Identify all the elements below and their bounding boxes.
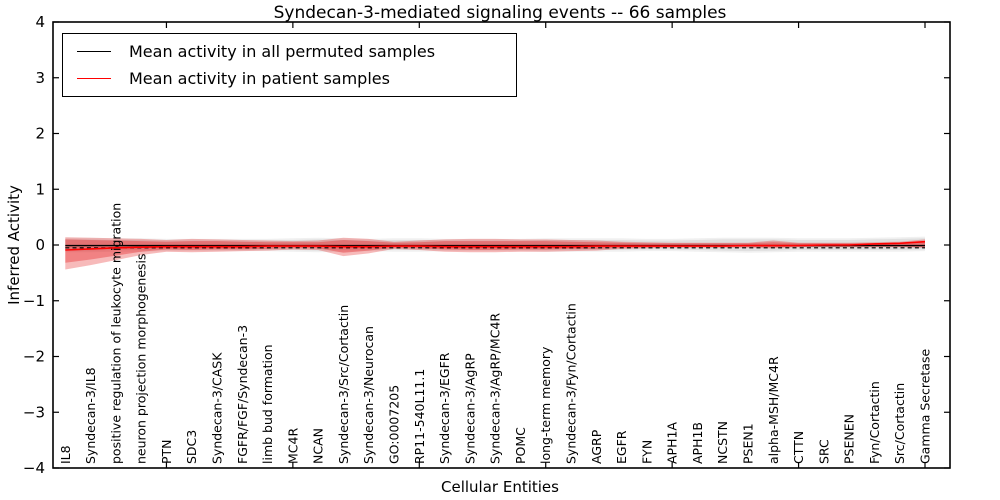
x-category-label: Syndecan-3/Neurocan (361, 326, 376, 464)
x-category-label: Gamma Secretase (918, 349, 933, 464)
x-category-label: APH1A (665, 422, 680, 464)
x-category-label: positive regulation of leukocyte migrati… (108, 203, 123, 464)
x-category-label: PSEN1 (741, 423, 756, 464)
legend-label-permuted: Mean activity in all permuted samples (129, 42, 436, 61)
permuted-line-swatch (77, 51, 111, 52)
legend-item-patient: Mean activity in patient samples (63, 69, 516, 88)
y-tick-label: 0 (35, 236, 45, 254)
x-category-label: Syndecan-3/AgRP/MC4R (488, 313, 503, 464)
x-category-label: APH1B (690, 422, 705, 464)
x-category-label: CTTN (791, 431, 806, 464)
chart-title: Syndecan-3-mediated signaling events -- … (273, 3, 727, 23)
legend-item-permuted: Mean activity in all permuted samples (63, 42, 516, 61)
x-category-label: SDC3 (184, 430, 199, 464)
x-category-label: POMC (513, 427, 528, 464)
x-category-label: limb bud formation (260, 344, 275, 464)
x-category-label: FGFR/FGF/Syndecan-3 (235, 325, 250, 464)
x-category-label: Syndecan-3/Src/Cortactin (336, 305, 351, 464)
legend-box: Mean activity in all permuted samples Me… (62, 33, 517, 97)
x-category-label: neuron projection morphogenesis (134, 253, 149, 464)
x-category-label: long-term memory (538, 346, 553, 464)
y-tick-label: −4 (23, 459, 45, 477)
x-category-label: PTN (159, 439, 174, 464)
y-tick-label: −2 (23, 348, 45, 366)
x-category-label: Src/Cortactin (892, 383, 907, 464)
patient-line-swatch (77, 78, 111, 79)
x-category-label: FYN (639, 440, 654, 464)
plot-border (52, 21, 951, 469)
x-category-label: alpha-MSH/MC4R (766, 356, 781, 464)
x-category-label: Syndecan-3/AgRP (462, 353, 477, 464)
x-category-label: RP11-540L11.1 (412, 369, 427, 464)
x-category-label: PSENEN (842, 414, 857, 464)
x-category-label: Syndecan-3/EGFR (437, 352, 452, 464)
x-category-label: SRC (816, 439, 831, 464)
x-category-label: Syndecan-3/IL8 (83, 367, 98, 464)
x-category-label: Fyn/Cortactin (867, 381, 882, 464)
y-tick-label: −3 (23, 403, 45, 421)
x-category-label: Syndecan-3/Fyn/Cortactin (564, 303, 579, 464)
y-axis-label: Inferred Activity (5, 185, 23, 305)
x-category-label: Syndecan-3/CASK (210, 352, 225, 464)
x-category-label: NCSTN (715, 421, 730, 464)
y-tick-label: 4 (35, 13, 45, 31)
permuted-band-outer (65, 236, 926, 253)
x-category-label: IL8 (58, 445, 73, 464)
y-tick-label: 2 (35, 125, 45, 143)
x-category-label: EGFR (614, 430, 629, 464)
x-axis-label: Cellular Entities (441, 478, 559, 496)
x-category-label: GO:0007205 (387, 385, 402, 464)
x-category-label: AGRP (589, 429, 604, 464)
legend-label-patient: Mean activity in patient samples (129, 69, 390, 88)
x-category-label: NCAN (311, 428, 326, 464)
patient-mean-line (65, 240, 926, 251)
y-tick-label: −1 (23, 292, 45, 310)
y-tick-label: 1 (35, 180, 45, 198)
y-tick-label: 3 (35, 69, 45, 87)
x-category-label: MC4R (285, 428, 300, 464)
